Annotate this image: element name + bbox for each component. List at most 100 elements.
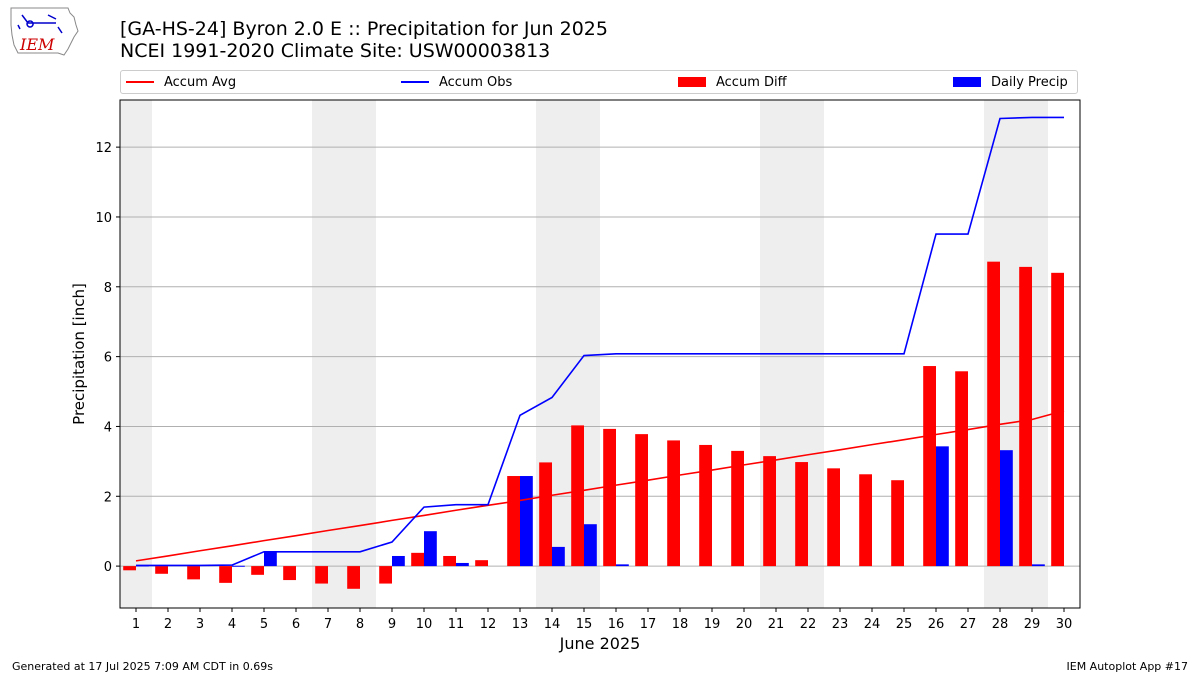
daily-bar xyxy=(520,476,533,567)
diff-bar xyxy=(251,566,264,575)
y-tick-label: 2 xyxy=(104,490,112,505)
x-tick-label: 2 xyxy=(164,617,172,632)
iowa-outline-icon xyxy=(10,7,79,56)
x-tick-label: 14 xyxy=(544,617,561,632)
daily-bar xyxy=(1000,450,1013,567)
diff-bar xyxy=(859,474,872,567)
legend-swatch-accum-diff xyxy=(678,77,706,87)
diff-bar xyxy=(155,566,168,574)
diff-bar xyxy=(923,366,936,567)
diff-bar xyxy=(315,566,328,584)
daily-bar xyxy=(392,555,405,567)
diff-bar xyxy=(411,552,424,567)
x-tick-label: 20 xyxy=(736,617,753,632)
chart-legend: Accum Avg Accum Obs Accum Diff Daily Pre… xyxy=(120,70,1078,94)
x-tick-label: 21 xyxy=(768,617,785,632)
diff-bar xyxy=(571,425,584,567)
diff-bar xyxy=(731,450,744,567)
x-tick-label: 10 xyxy=(416,617,433,632)
legend-label-accum-obs: Accum Obs xyxy=(439,74,513,90)
daily-bar xyxy=(552,546,565,567)
y-tick-label: 8 xyxy=(104,281,112,296)
accum-avg-line xyxy=(135,409,1065,562)
x-tick-label: 15 xyxy=(576,617,593,632)
diff-bar xyxy=(507,476,520,567)
diff-bar xyxy=(347,566,360,589)
y-tick-label: 4 xyxy=(104,420,112,435)
x-tick-label: 3 xyxy=(196,617,204,632)
daily-bar xyxy=(936,446,949,567)
x-tick-label: 7 xyxy=(324,617,332,632)
logo-text: IEM xyxy=(19,35,55,54)
x-tick-label: 13 xyxy=(512,617,529,632)
daily-bar xyxy=(264,551,277,567)
diff-bar xyxy=(955,371,968,567)
x-axis-label: June 2025 xyxy=(559,634,641,653)
x-tick-label: 4 xyxy=(228,617,236,632)
x-tick-label: 18 xyxy=(672,617,689,632)
x-tick-label: 30 xyxy=(1056,617,1073,632)
diff-bar xyxy=(699,444,712,567)
legend-item-accum-avg: Accum Avg xyxy=(126,71,236,93)
x-tick-label: 11 xyxy=(448,617,465,632)
weather-symbols-icon xyxy=(17,14,63,34)
x-tick-label: 1 xyxy=(132,617,140,632)
y-axis-label: Precipitation [inch] xyxy=(70,283,88,425)
footer-generated-text: Generated at 17 Jul 2025 7:09 AM CDT in … xyxy=(12,660,273,673)
diff-bar xyxy=(1019,266,1032,567)
diff-bar xyxy=(827,468,840,567)
accum-obs-line xyxy=(136,116,1064,567)
x-tick-label: 26 xyxy=(928,617,945,632)
y-tick-label: 0 xyxy=(104,560,112,575)
diff-bar xyxy=(635,434,648,567)
x-tick-label: 12 xyxy=(480,617,497,632)
diff-bar xyxy=(603,428,616,567)
x-tick-label: 9 xyxy=(388,617,396,632)
x-tick-label: 19 xyxy=(704,617,721,632)
diff-bar xyxy=(891,480,904,567)
chart-subtitle: NCEI 1991-2020 Climate Site: USW00003813 xyxy=(120,40,551,62)
daily-bar xyxy=(1032,564,1045,567)
x-tick-label: 16 xyxy=(608,617,625,632)
legend-item-daily-precip: Daily Precip xyxy=(953,71,1068,93)
x-tick-label: 29 xyxy=(1024,617,1041,632)
iem-logo: IEM xyxy=(10,7,79,56)
footer-app-text: IEM Autoplot App #17 xyxy=(1066,660,1189,673)
diff-bar xyxy=(187,566,200,580)
plot-frame xyxy=(119,99,1081,609)
x-tick-label: 8 xyxy=(356,617,364,632)
diff-bar xyxy=(1051,272,1064,567)
x-tick-label: 5 xyxy=(260,617,268,632)
chart-title: [GA-HS-24] Byron 2.0 E :: Precipitation … xyxy=(120,18,608,40)
daily-bar xyxy=(584,524,597,567)
legend-item-accum-obs: Accum Obs xyxy=(401,71,512,93)
diff-bar xyxy=(443,555,456,567)
legend-swatch-accum-obs xyxy=(401,81,429,83)
diff-bar xyxy=(123,566,136,571)
diff-bar xyxy=(987,261,1000,567)
x-tick-label: 6 xyxy=(292,617,300,632)
x-tick-label: 17 xyxy=(640,617,657,632)
daily-bar xyxy=(456,562,469,567)
legend-swatch-daily-precip xyxy=(953,77,981,87)
legend-label-accum-diff: Accum Diff xyxy=(716,74,787,90)
diff-bar xyxy=(475,560,488,567)
legend-item-accum-diff: Accum Diff xyxy=(678,71,787,93)
x-tick-label: 27 xyxy=(960,617,977,632)
y-tick-label: 10 xyxy=(95,211,112,226)
y-tick-label: 12 xyxy=(95,141,112,156)
x-tick-label: 23 xyxy=(832,617,849,632)
diff-bar xyxy=(379,566,392,584)
daily-bar xyxy=(232,565,245,567)
diff-bar xyxy=(667,440,680,567)
x-tick-label: 28 xyxy=(992,617,1009,632)
x-tick-label: 25 xyxy=(896,617,913,632)
diff-bar xyxy=(763,456,776,567)
daily-bar xyxy=(616,564,629,567)
daily-bar xyxy=(424,531,437,567)
legend-label-accum-avg: Accum Avg xyxy=(164,74,237,90)
diff-bar xyxy=(219,566,232,583)
diff-bar xyxy=(283,566,296,581)
weekend-shade xyxy=(312,100,376,608)
